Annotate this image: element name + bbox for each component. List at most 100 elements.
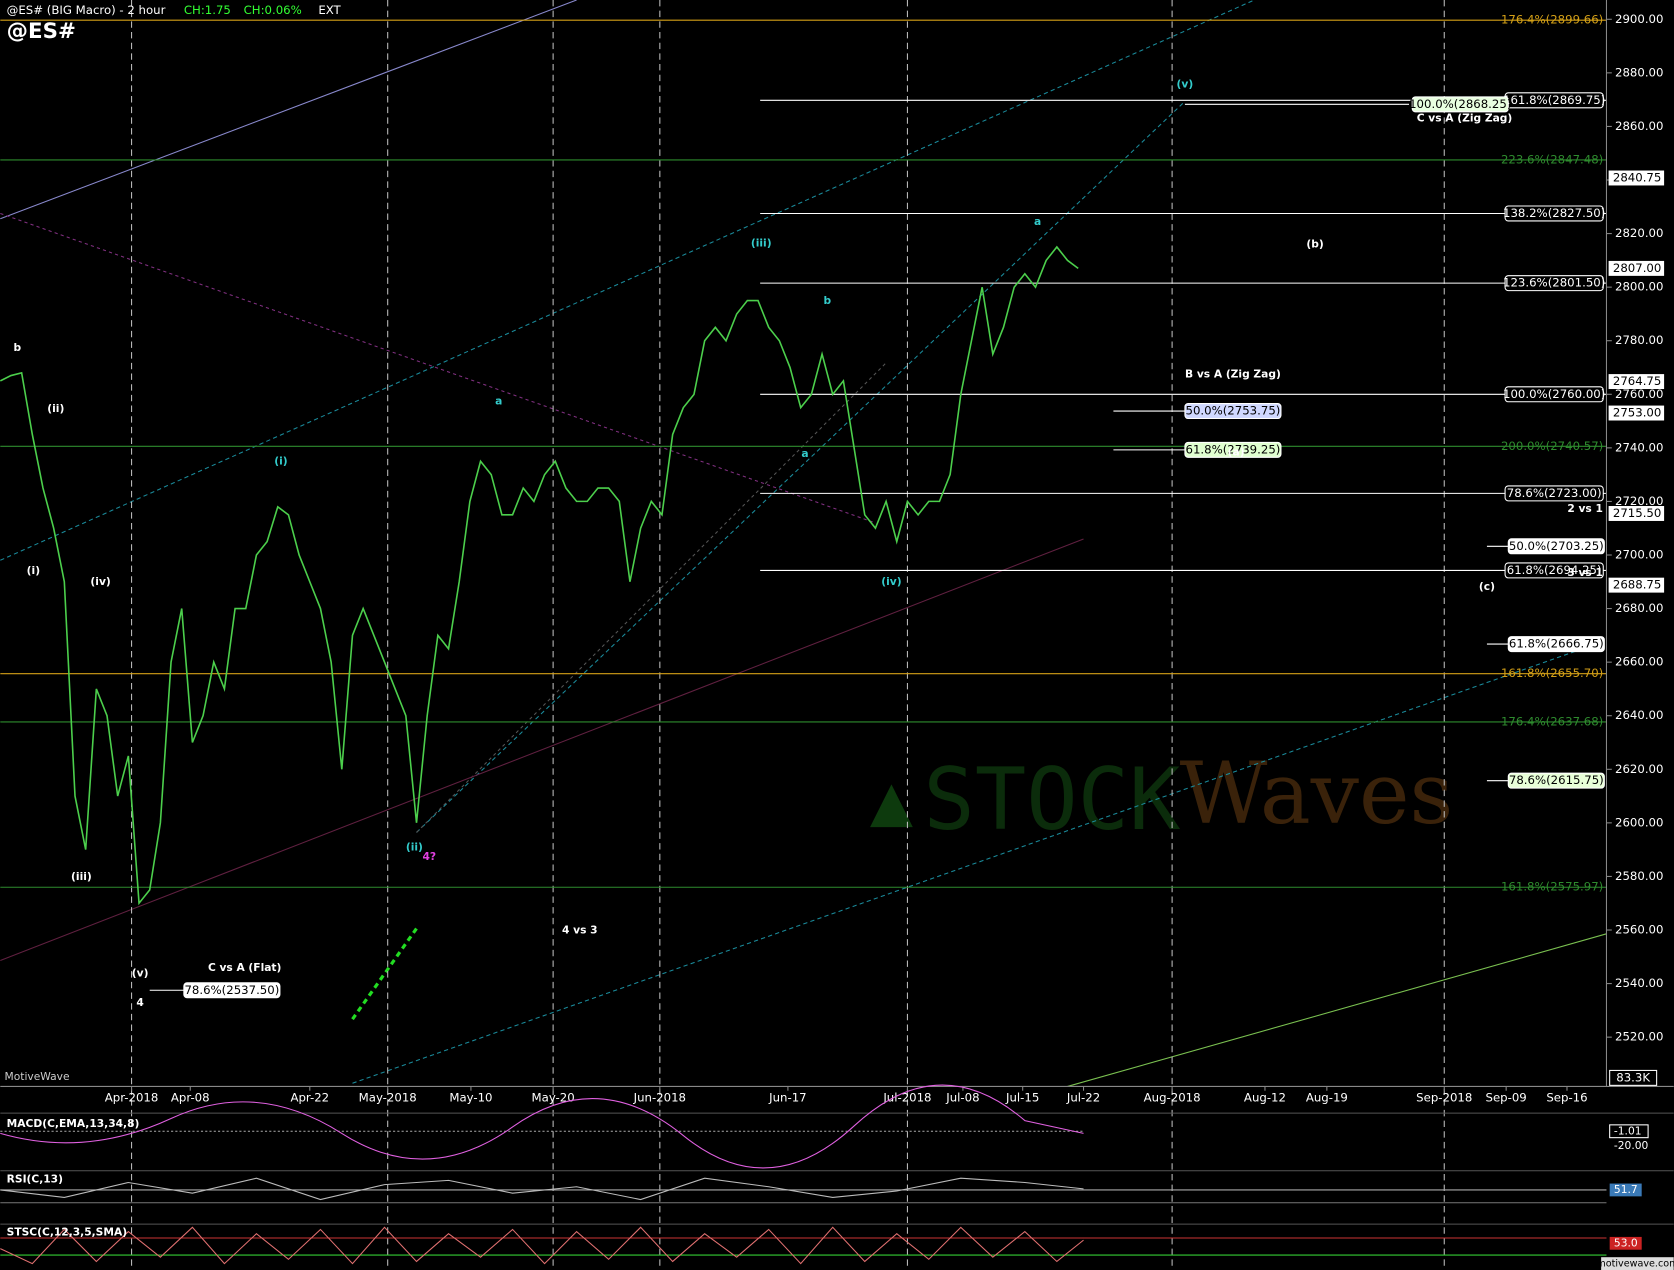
fib-label: 138.2%(2827.50) [1503,206,1605,220]
wave-label: b [824,294,832,307]
wave-label: b [14,341,22,354]
wave-label: (v) [1177,77,1194,90]
volume-label: 83.3K [1616,1070,1650,1084]
wave-label: 2 vs 1 [1567,502,1603,515]
fib-label: 123.6%(2801.50) [1503,276,1605,290]
target-label-box [183,982,281,999]
target-label-box [1184,403,1282,420]
wave-label: 3 vs 1 [1567,566,1603,579]
target-label: 50.0%(2753.75) [1186,404,1281,418]
x-tick-label: Jul-2018 [882,1091,931,1105]
y-tick-label: 2600.00 [1615,815,1663,829]
brand: MotiveWave [5,1070,70,1083]
indicator-panels: MACD(C,EMA,13,34,8) -1.01 -20.00 RSI(C,1… [0,1084,1674,1270]
price-line [0,245,1079,906]
x-tick-label: Jun-17 [768,1091,806,1105]
fib-label-box [1504,562,1604,579]
watermark: STOCK Waves [870,745,1453,850]
stsc-line [0,1226,1084,1265]
header-change-pct: CH:0.06% [244,3,302,17]
site: motivewave.com [1596,1259,1674,1270]
trend-line [0,538,1084,962]
x-tick-label: Jul-22 [1066,1091,1100,1105]
watermark-icon [870,784,913,828]
rsi-line [0,1177,1084,1201]
fib-label: 223.6%(2847.48) [1501,152,1603,166]
wave-label: (iii) [751,236,772,249]
indicator-value: -1.01 [1614,1124,1642,1137]
wave-label: (ii) [406,841,423,854]
trend-line [352,639,1607,1084]
y-tick-label: 2820.00 [1615,226,1663,240]
price-marker-box [1608,577,1665,593]
target-label: 50.0%(2703.25) [1509,539,1604,553]
target-label: 61.8%(2666.75) [1509,637,1604,651]
trend-line [416,100,1186,833]
target-label: 78.6%(2537.50) [184,983,279,997]
fib-label: 176.4%(2899.66) [1501,13,1603,27]
x-tick-label: Sep-09 [1486,1091,1527,1105]
fib-label-box [1504,485,1604,502]
trend-line [0,212,876,524]
price-marker-label: 2840.75 [1613,170,1661,184]
header-change: CH:1.75 [184,3,231,17]
price-marker-box [1608,170,1665,186]
y-tick-label: 2560.00 [1615,923,1663,937]
price-marker-box [1608,260,1665,276]
fib-label: 61.8%(2694.25) [1507,563,1602,577]
wave-label: 4 vs 3 [562,924,598,937]
wave-label: (i) [274,454,287,467]
fib-label-box [1504,386,1604,403]
header-text: @ES# (BIG Macro) - 2 hour [7,3,166,17]
target-label: 78.6%(2615.75) [1509,773,1604,787]
wave-label: (v) [132,966,149,979]
wave-label: (ii) [47,402,64,415]
fib-label: 176.4%(2637.68) [1501,714,1603,728]
wave-label: 4 [136,996,143,1009]
site-box [1601,1257,1674,1270]
indicator-value-box [1609,1183,1642,1197]
wave-label: C vs A (Zig Zag) [1417,111,1513,124]
x-tick-label: May-20 [532,1091,575,1105]
fib-label-box [1504,205,1604,222]
wave-label: a [495,394,502,407]
indicator-value: 51.7 [1614,1183,1638,1196]
y-tick-label: 2860.00 [1615,119,1663,133]
price-marker-box [1608,405,1665,421]
target-label-box [1507,538,1605,555]
wave-label: B vs A (Zig Zag) [1185,368,1281,381]
y-tick-label: 2740.00 [1615,440,1663,454]
x-tick-label: Aug-2018 [1144,1091,1201,1105]
wave-label: (iv) [90,575,110,588]
target-label-box [1507,772,1605,789]
y-tick-label: 2880.00 [1615,65,1663,79]
y-tick-label: 2760.00 [1615,387,1663,401]
wave-label: a [801,447,808,460]
chart-title: @ES# [7,19,76,44]
target-label: 100.0%(2868.25) [1409,97,1511,111]
target-label-box [1507,636,1605,653]
price-marker-label: 2715.50 [1613,506,1661,520]
target-label-box [1184,441,1282,458]
y-tick-label: 2720.00 [1615,494,1663,508]
y-tick-label: 2800.00 [1615,280,1663,294]
wave-label: (b) [1306,237,1323,250]
x-tick-label: May-10 [449,1091,492,1105]
fib-label: 200.0%(2740.57) [1501,439,1603,453]
fib-label: 100.0%(2760.00) [1503,387,1605,401]
y-tick-label: 2700.00 [1615,548,1663,562]
indicator-value-box [1609,1236,1642,1250]
x-tick-label: Jul-08 [945,1091,979,1105]
y-tick-label: 2900.00 [1615,12,1663,26]
fib-label: 161.8%(2575.97) [1501,880,1603,894]
indicator-value-box [1609,1124,1649,1139]
x-tick-label: Apr-22 [290,1091,329,1105]
trend-line [1067,933,1607,1087]
y-tick-label: 2540.00 [1615,976,1663,990]
volume-box [1609,1069,1658,1086]
y-tick-label: 2640.00 [1615,708,1663,722]
fib-label: 161.8%(2869.75) [1503,93,1605,107]
x-tick-label: Apr-2018 [105,1091,159,1105]
